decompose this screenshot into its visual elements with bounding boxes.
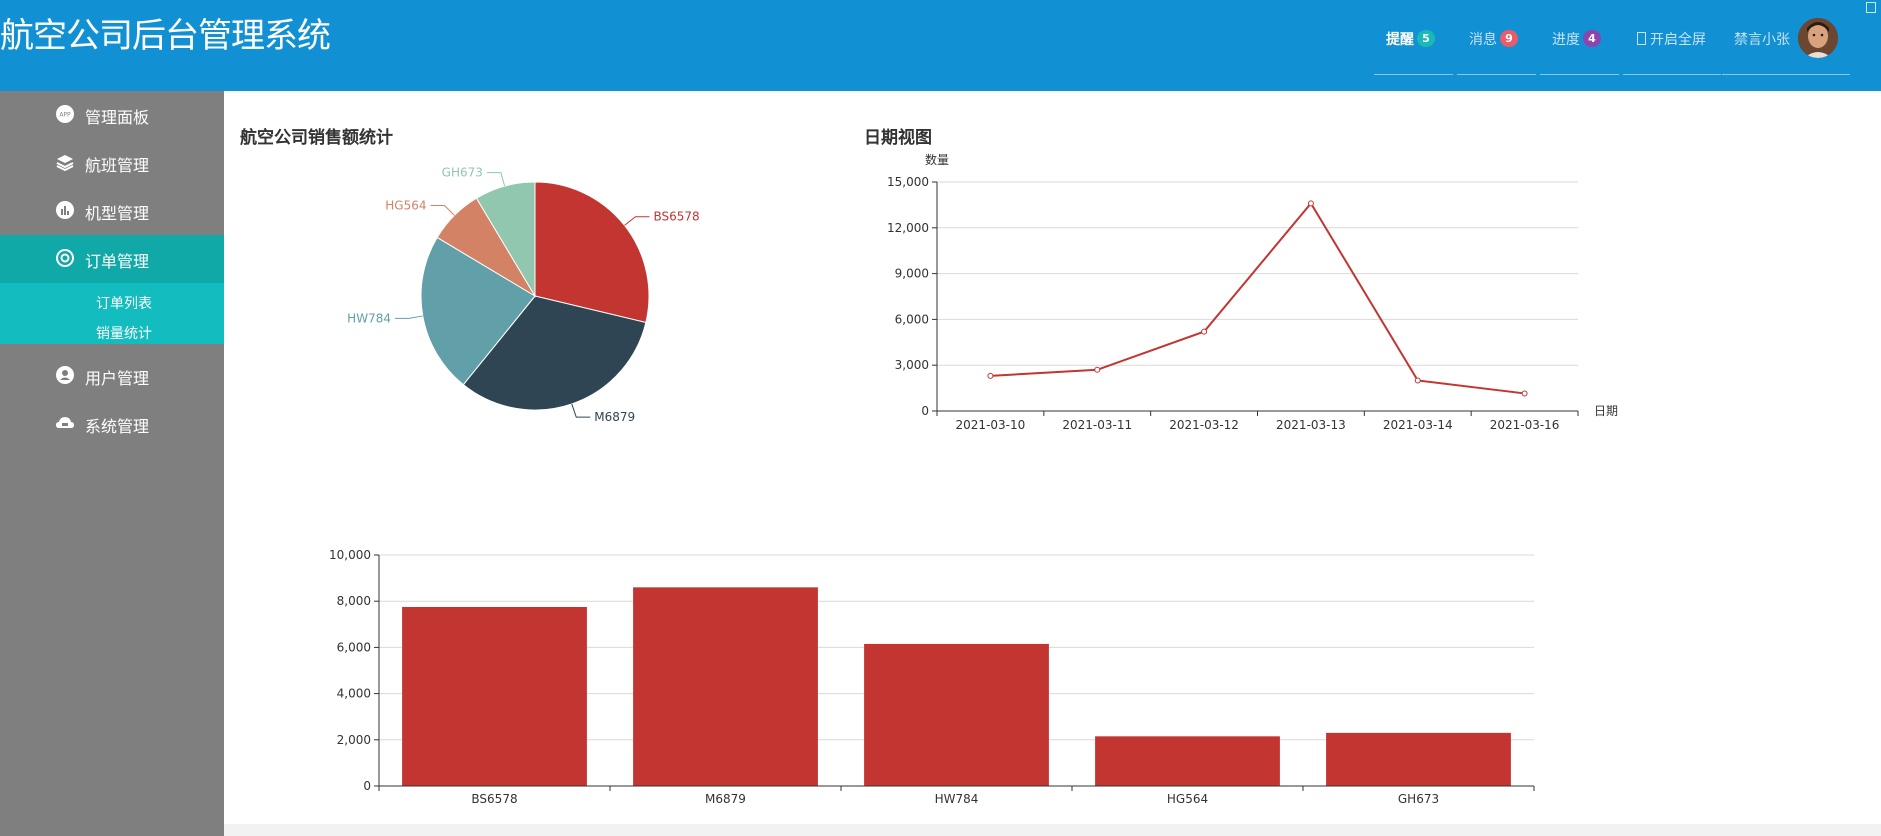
nav-underline	[1540, 74, 1619, 75]
sidebar-item-label: 系统管理	[85, 417, 150, 436]
orders-submenu: 订单列表 销量统计	[0, 283, 224, 344]
nav-reminder-label: 提醒	[1386, 31, 1414, 48]
nav-underline	[1457, 74, 1536, 75]
user-name: 禁言小张	[1734, 31, 1790, 48]
nav-underline	[1623, 74, 1721, 75]
sidebar-item-system[interactable]: 系统管理	[0, 400, 224, 448]
top-header: 航空公司后台管理系统 提醒 5 消息 9 进度 4 开启全屏 禁言小张	[0, 0, 1881, 91]
app-icon: APP	[56, 105, 74, 123]
layers-icon	[56, 155, 74, 172]
sidebar: APP 管理面板 航班管理 机型管理 订单管理 订单列表 销量统计	[0, 91, 224, 836]
chart-icon	[56, 201, 74, 219]
sidebar-item-label: 航班管理	[85, 156, 150, 175]
sidebar-item-dashboard[interactable]: APP 管理面板	[0, 91, 224, 139]
nav-fullscreen-label: 开启全屏	[1650, 31, 1706, 48]
reminder-badge: 5	[1417, 30, 1435, 47]
nav-reminder[interactable]: 提醒 5	[1386, 30, 1435, 48]
nav-progress[interactable]: 进度 4	[1552, 30, 1601, 48]
user-menu[interactable]: 禁言小张	[1734, 30, 1790, 48]
progress-badge: 4	[1583, 30, 1601, 47]
sidebar-item-aircraft[interactable]: 机型管理	[0, 187, 224, 235]
line-chart-title: 日期视图	[864, 128, 932, 148]
nav-progress-label: 进度	[1552, 31, 1580, 48]
avatar-image	[1798, 18, 1838, 58]
fullscreen-icon	[1637, 32, 1646, 45]
nav-fullscreen[interactable]: 开启全屏	[1637, 30, 1706, 48]
messages-badge: 9	[1500, 30, 1518, 47]
avatar[interactable]	[1798, 18, 1838, 58]
user-icon	[56, 366, 74, 384]
sidebar-item-label: 机型管理	[85, 204, 150, 223]
sidebar-item-label: 管理面板	[85, 108, 150, 127]
pie-chart-title: 航空公司销售额统计	[240, 128, 393, 148]
sidebar-item-orders[interactable]: 订单管理	[0, 235, 224, 283]
submenu-item-order-list[interactable]: 订单列表	[96, 296, 152, 312]
sidebar-item-users[interactable]: 用户管理	[0, 352, 224, 400]
sidebar-item-label: 订单管理	[85, 252, 150, 271]
window-corner-mark	[1866, 2, 1876, 13]
app-title: 航空公司后台管理系统	[0, 16, 331, 56]
svg-text:APP: APP	[59, 112, 71, 119]
sidebar-item-flights[interactable]: 航班管理	[0, 139, 224, 187]
nav-underline	[1374, 74, 1453, 75]
sidebar-item-label: 用户管理	[85, 369, 150, 388]
nav-messages[interactable]: 消息 9	[1469, 30, 1518, 48]
nav-messages-label: 消息	[1469, 31, 1497, 48]
nav-underline	[1722, 74, 1850, 75]
gear-icon	[56, 249, 74, 267]
main-content: 航空公司销售额统计 日期视图	[224, 91, 1881, 824]
cloud-icon	[56, 417, 74, 428]
submenu-item-sales-stats[interactable]: 销量统计	[96, 326, 152, 342]
